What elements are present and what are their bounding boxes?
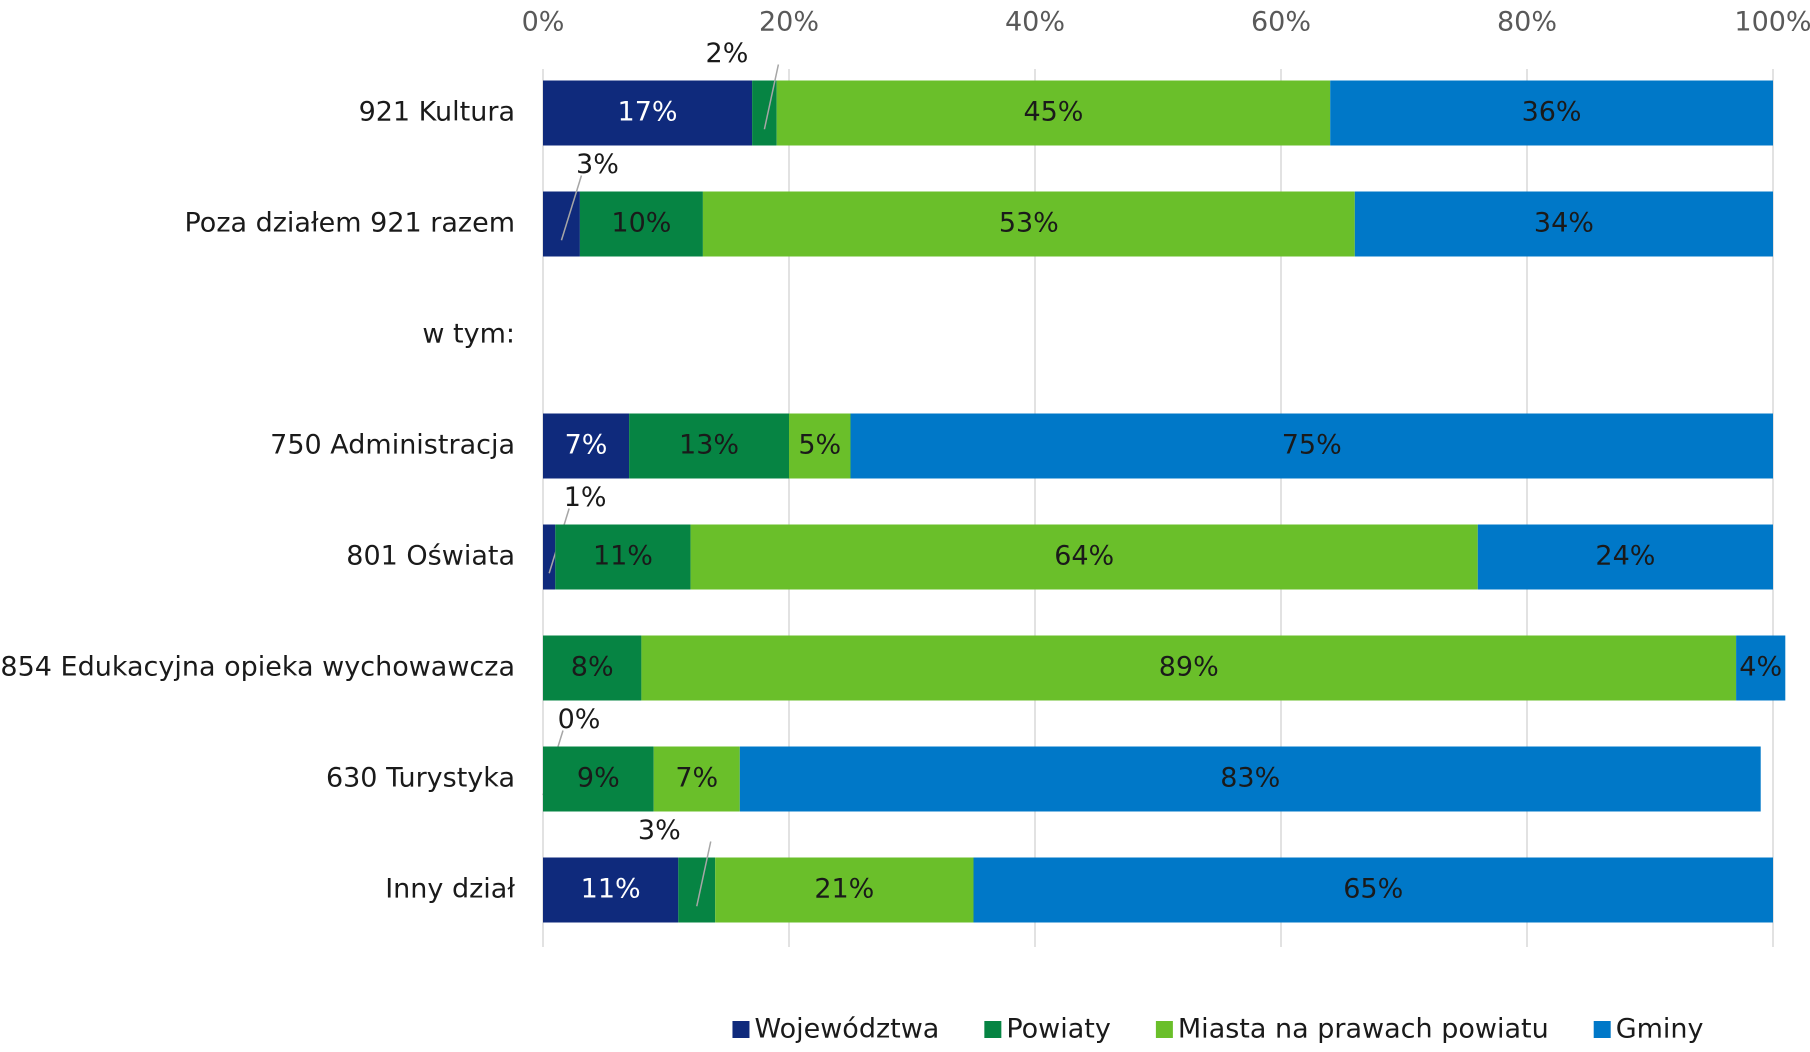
data-label: 3% [576, 149, 619, 180]
category-label: Inny dział [385, 874, 515, 905]
bar-segment [715, 857, 974, 923]
bar-segment [555, 524, 691, 590]
data-label: 0% [558, 704, 601, 735]
category-label: 801 Oświata [346, 541, 515, 572]
bar-segment [543, 524, 556, 590]
x-tick-label: 40% [1005, 7, 1065, 38]
bar-segment [1330, 80, 1773, 146]
data-label: 7% [675, 763, 718, 794]
category-label: 630 Turystyka [326, 763, 515, 794]
legend-label: Województwa [754, 1014, 939, 1045]
legend-swatch [732, 1021, 750, 1038]
data-label: 13% [679, 430, 739, 461]
x-tick-label: 60% [1251, 7, 1311, 38]
data-label: 45% [1023, 97, 1083, 128]
legend-label: Gminy [1616, 1014, 1704, 1045]
legend-label: Powiaty [1006, 1014, 1111, 1045]
bar-segment [629, 413, 789, 479]
category-label: 750 Administracja [270, 430, 515, 461]
bar-segment [850, 413, 1773, 479]
bar-segment [641, 635, 1737, 701]
data-label: 10% [611, 208, 671, 239]
data-label: 83% [1220, 763, 1280, 794]
legend-swatch [1155, 1021, 1173, 1038]
data-label: 21% [814, 874, 874, 905]
data-label: 4% [1739, 652, 1782, 683]
data-label: 11% [581, 874, 641, 905]
bar-segment [543, 191, 580, 257]
bar-segment [543, 746, 654, 812]
bar-segment [776, 80, 1331, 146]
leader-line [763, 64, 780, 130]
data-label: 7% [565, 430, 608, 461]
data-label: 53% [999, 208, 1059, 239]
bar-segment [702, 191, 1355, 257]
data-label: 34% [1534, 208, 1594, 239]
bar-segment [739, 746, 1761, 812]
bar-segment [789, 413, 851, 479]
x-tick-label: 80% [1497, 7, 1557, 38]
bar-segment [1354, 191, 1773, 257]
data-label: 64% [1054, 541, 1114, 572]
leader-line [696, 841, 712, 907]
data-label: 11% [593, 541, 653, 572]
bar-segment [973, 857, 1773, 923]
x-tick-label: 20% [759, 7, 819, 38]
category-label: 921 Kultura [359, 97, 515, 128]
legend-label: Miasta na prawach powiatu [1178, 1014, 1549, 1045]
data-label: 2% [706, 38, 749, 69]
data-label: 8% [571, 652, 614, 683]
leader-line [560, 175, 583, 241]
legend-swatch [1593, 1021, 1611, 1038]
category-label: w tym: [422, 319, 515, 350]
legend-swatch [984, 1021, 1002, 1038]
bar-segment [543, 635, 642, 701]
bar-segment [543, 857, 679, 923]
bar-segment [543, 80, 753, 146]
bar-segment [543, 413, 630, 479]
data-label: 17% [618, 97, 678, 128]
data-label: 24% [1595, 541, 1655, 572]
data-label: 3% [638, 815, 681, 846]
x-tick-label: 100% [1734, 7, 1810, 38]
category-label: 854 Edukacyjna opieka wychowawcza [0, 652, 515, 683]
data-label: 1% [564, 482, 607, 513]
data-label: 5% [798, 430, 841, 461]
x-tick-label: 0% [522, 7, 565, 38]
category-label: Poza działem 921 razem [184, 208, 515, 239]
bar-segment [579, 191, 703, 257]
data-label: 65% [1343, 874, 1403, 905]
data-label: 9% [577, 763, 620, 794]
data-label: 75% [1282, 430, 1342, 461]
bar-segment [653, 746, 740, 812]
data-label: 89% [1159, 652, 1219, 683]
data-label: 36% [1522, 97, 1582, 128]
bar-segment [1736, 635, 1786, 701]
bar-segment [678, 857, 716, 923]
bar-segment [1477, 524, 1773, 590]
bar-segment [690, 524, 1478, 590]
